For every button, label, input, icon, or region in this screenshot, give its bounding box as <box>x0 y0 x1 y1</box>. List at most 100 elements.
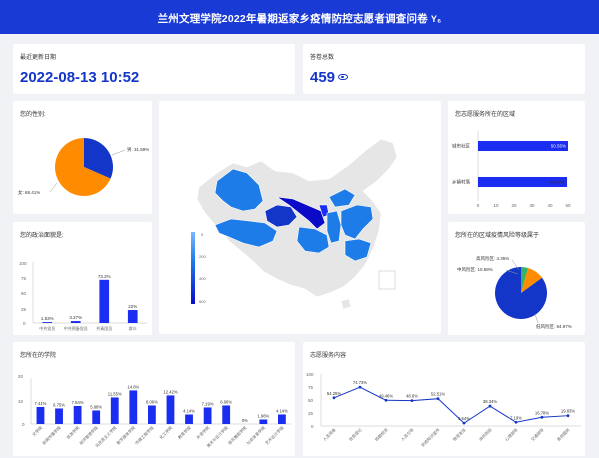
x-tick-label: 教育学院 <box>176 424 192 440</box>
data-point[interactable] <box>514 420 518 424</box>
bar[interactable] <box>203 407 212 424</box>
map-region-shaanxi[interactable] <box>326 210 342 244</box>
politics-title: 您的政治面貌是: <box>20 233 64 239</box>
point-value-label: 19.83% <box>561 409 575 414</box>
gender-title: 您的性别: <box>20 112 46 118</box>
data-point[interactable] <box>358 385 362 389</box>
bar[interactable] <box>55 408 63 424</box>
bar-value-label: 11.55% <box>108 391 122 396</box>
legend-gradient-bar[interactable] <box>191 232 195 304</box>
politics-bar-chart: 100 75 50 25 0 1.53% 中共党员 3.27% 中共预备党员 73.2%… <box>19 261 147 331</box>
y-tick-label: 50 <box>308 398 314 403</box>
service-title: 志愿服务内容 <box>310 353 347 359</box>
x-tick-label: 50 <box>565 203 571 208</box>
update-date-value: 2022-08-13 10:52 <box>20 69 140 86</box>
x-tick-label: 社会体育学院 <box>245 424 266 445</box>
service-card: 志愿服务内容 100 75 50 25 0 54.25% 人员排查 74.73% 信息… <box>303 342 585 456</box>
y-tick-label: 乡镇村落 <box>452 179 470 186</box>
map-region-tibet[interactable] <box>214 218 278 248</box>
y-tick-label: 50 <box>21 291 27 296</box>
y-tick-label: 75 <box>21 276 27 281</box>
bar[interactable] <box>110 397 119 424</box>
map-region-inner-mongolia[interactable] <box>328 188 356 208</box>
bar[interactable] <box>185 414 193 424</box>
x-tick-label: 防疫知识宣传 <box>419 426 440 447</box>
x-tick-label: 新闻传播学院 <box>41 424 62 445</box>
x-tick-label: 音乐舞蹈学院 <box>226 424 247 445</box>
region-title: 您志愿服务所在的区域 <box>455 112 516 118</box>
bar[interactable] <box>73 405 82 424</box>
data-point[interactable] <box>332 396 336 400</box>
x-tick-label: 艺术设计学院 <box>263 424 284 445</box>
pie-slice-high[interactable] <box>521 267 529 293</box>
x-tick-label: 核酸检测 <box>373 426 389 442</box>
bar[interactable] <box>478 177 568 187</box>
series-line[interactable] <box>333 386 569 424</box>
x-tick-label: 消杀防控 <box>477 426 493 442</box>
bar-value-label: 7.19% <box>202 401 214 406</box>
data-point[interactable] <box>488 404 492 408</box>
pie-slice-male[interactable] <box>84 138 114 179</box>
bar-value-label: 1.53% <box>41 316 54 321</box>
map-region-central[interactable] <box>340 204 374 240</box>
logo-mark: Y₆ <box>430 14 442 24</box>
college-card: 您所在的学院 20 10 0 7.41% 文学院 6.75% 新闻传播学院 7.84% 旅… <box>13 342 295 456</box>
service-line-chart: 100 75 50 25 0 54.25% 人员排查 74.73% 信息登记 49.46… <box>306 372 581 448</box>
data-point[interactable] <box>410 399 414 403</box>
bar[interactable] <box>478 141 568 151</box>
legend-tick: 400 <box>199 276 206 281</box>
total-responses-label: 答卷总数 <box>310 55 335 61</box>
map-region-gansu[interactable] <box>276 196 326 230</box>
bar[interactable] <box>70 321 81 323</box>
y-tick-label: 0 <box>311 424 314 429</box>
point-value-label: 48.8% <box>406 394 418 399</box>
pie-slice-female[interactable] <box>55 138 111 196</box>
point-value-label: 49.46% <box>379 393 393 398</box>
data-point[interactable] <box>540 415 544 419</box>
y-tick-label: 10 <box>18 399 24 404</box>
pie-label-male: 男: 31.59% <box>127 147 149 153</box>
college-bar-chart: 20 10 0 7.41% 文学院 6.75% 新闻传播学院 7.84% 旅游学院 5.88… <box>18 374 291 449</box>
leader-line <box>49 182 58 193</box>
data-point[interactable] <box>566 414 570 418</box>
pie-label-high: 高风险区: 4.36% <box>476 255 509 262</box>
south-sea-inset <box>378 270 396 290</box>
bar[interactable] <box>42 322 53 323</box>
x-tick-label: 共青团员 <box>96 325 112 331</box>
data-point[interactable] <box>462 421 466 425</box>
bar[interactable] <box>222 405 231 424</box>
eye-icon[interactable] <box>338 74 349 80</box>
x-tick-label: 40 <box>547 203 553 208</box>
map-region-qinghai[interactable] <box>264 204 298 228</box>
map-region-xinjiang[interactable] <box>214 168 264 212</box>
x-tick-label: 其他服务 <box>555 426 571 442</box>
map-region-sichuan[interactable] <box>296 226 330 254</box>
pie-slice-low[interactable] <box>495 267 547 319</box>
data-point[interactable] <box>384 398 388 402</box>
bar[interactable] <box>259 419 268 424</box>
bar[interactable] <box>129 390 138 424</box>
bar-value-label: 49.46% <box>550 180 565 185</box>
bar[interactable] <box>92 410 101 424</box>
x-tick-label: 旅游学院 <box>65 424 81 440</box>
china-map <box>196 138 398 310</box>
pie-slice-medium[interactable] <box>521 267 543 293</box>
point-value-label: 5.54% <box>458 416 470 421</box>
bar-value-label: 22% <box>128 304 137 309</box>
bar-value-label: 4.14% <box>276 408 288 413</box>
x-tick-label: 文学院 <box>30 424 43 437</box>
data-point[interactable] <box>436 397 440 401</box>
bar[interactable] <box>148 405 156 424</box>
map-region-island[interactable] <box>340 298 352 310</box>
x-tick-label: 外语学院 <box>195 424 211 440</box>
page-title: 兰州文理学院2022年暑期返家乡疫情防控志愿者调查问卷 <box>157 13 428 25</box>
bar[interactable] <box>127 310 138 323</box>
bar-value-label: 7.41% <box>35 401 47 406</box>
x-tick-label: 心理疏导 <box>503 426 519 442</box>
bar-value-label: 1.96% <box>257 413 269 418</box>
bar[interactable] <box>99 279 110 323</box>
map-region-south[interactable] <box>344 238 372 262</box>
bar[interactable] <box>278 414 286 424</box>
bar[interactable] <box>166 395 175 424</box>
bar[interactable] <box>36 406 45 424</box>
